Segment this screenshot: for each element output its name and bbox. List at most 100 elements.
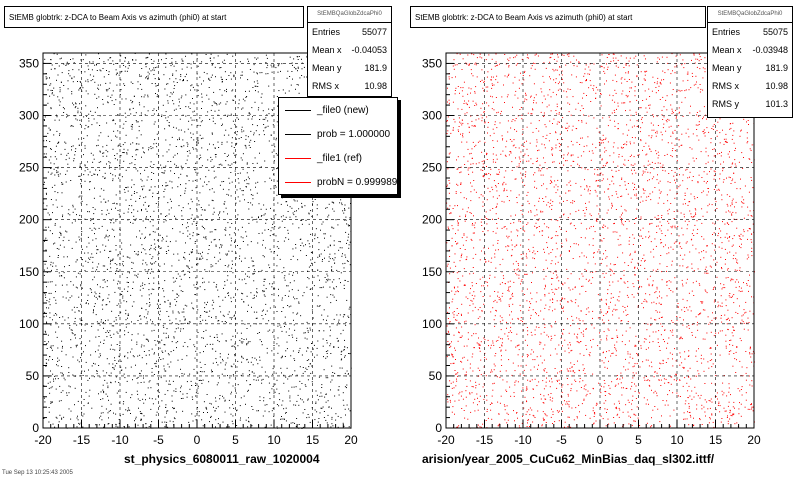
scatter-point [149, 221, 151, 223]
scatter-point [170, 361, 172, 363]
scatter-point [50, 218, 52, 220]
scatter-point [342, 253, 343, 255]
scatter-point [203, 351, 204, 353]
scatter-point [56, 269, 58, 271]
scatter-point [614, 89, 616, 91]
scatter-point [81, 248, 83, 250]
scatter-point [596, 180, 598, 181]
scatter-point [63, 63, 65, 65]
scatter-point [731, 296, 733, 298]
scatter-point [708, 422, 710, 424]
scatter-point [69, 327, 71, 329]
scatter-point [325, 419, 327, 421]
scatter-point [82, 259, 83, 261]
scatter-point [524, 339, 526, 341]
scatter-point [263, 397, 265, 399]
scatter-point [207, 159, 209, 161]
scatter-point [45, 226, 47, 228]
scatter-point [123, 288, 125, 290]
scatter-point [254, 157, 256, 159]
scatter-point [162, 104, 164, 106]
scatter-point [298, 352, 300, 353]
scatter-point [195, 225, 197, 226]
scatter-point [289, 397, 291, 399]
scatter-point [325, 401, 327, 403]
scatter-point [734, 163, 736, 165]
scatter-point [749, 352, 751, 354]
scatter-point [609, 387, 611, 389]
scatter-point [320, 407, 322, 409]
scatter-point [86, 323, 88, 325]
scatter-point [175, 304, 177, 306]
scatter-point [246, 328, 248, 329]
scatter-point [177, 327, 179, 329]
scatter-point [250, 325, 252, 327]
scatter-point [141, 156, 142, 158]
scatter-point [231, 181, 233, 183]
scatter-point [642, 170, 644, 172]
scatter-point [238, 103, 240, 105]
scatter-point [284, 275, 286, 277]
scatter-point [224, 229, 226, 231]
scatter-point [727, 423, 729, 425]
scatter-point [281, 197, 283, 199]
scatter-point [317, 295, 319, 297]
scatter-point [48, 159, 50, 161]
left-plot-pane: StEMB globtrk: z-DCA to Beam Axis vs azi… [4, 6, 398, 466]
scatter-point [652, 409, 654, 411]
scatter-point [152, 69, 154, 71]
scatter-point [201, 382, 203, 384]
scatter-point [80, 237, 82, 239]
axis-ticks [42, 52, 352, 429]
scatter-point [313, 285, 315, 287]
scatter-point [564, 298, 566, 300]
scatter-point [320, 392, 322, 394]
scatter-point [87, 126, 89, 128]
scatter-point [183, 316, 185, 318]
scatter-point [172, 228, 174, 230]
scatter-point [81, 200, 83, 202]
scatter-point [687, 79, 689, 81]
scatter-point [111, 260, 113, 262]
scatter-point [261, 382, 263, 384]
scatter-point [183, 80, 184, 81]
scatter-point [245, 138, 247, 140]
scatter-point [281, 330, 283, 332]
scatter-point [632, 283, 634, 285]
scatter-point [495, 353, 497, 354]
scatter-point [266, 114, 268, 116]
scatter-point [624, 344, 626, 346]
scatter-point [70, 180, 72, 181]
scatter-point [245, 179, 247, 181]
scatter-point [141, 251, 142, 253]
scatter-point [587, 188, 589, 190]
scatter-point [328, 195, 330, 197]
scatter-point [98, 393, 99, 395]
scatter-point [249, 374, 251, 375]
scatter-point [277, 202, 279, 204]
scatter-point [311, 381, 313, 383]
scatter-point [298, 56, 300, 57]
scatter-point [263, 290, 265, 292]
scatter-point [191, 53, 193, 55]
scatter-point [110, 139, 112, 141]
scatter-point [226, 322, 227, 324]
scatter-point [276, 265, 278, 267]
scatter-point [282, 196, 284, 198]
scatter-point [565, 192, 567, 194]
scatter-point [334, 262, 336, 264]
scatter-point [45, 249, 47, 251]
scatter-point [164, 170, 166, 172]
scatter-point [166, 410, 168, 412]
scatter-point [210, 156, 212, 158]
scatter-point [200, 214, 202, 216]
scatter-point [242, 194, 244, 196]
scatter-point [329, 286, 331, 288]
scatter-point [460, 395, 462, 397]
scatter-point [217, 406, 219, 408]
scatter-point [210, 76, 212, 78]
scatter-point [230, 339, 232, 341]
scatter-point [154, 243, 156, 245]
scatter-point [160, 164, 162, 166]
